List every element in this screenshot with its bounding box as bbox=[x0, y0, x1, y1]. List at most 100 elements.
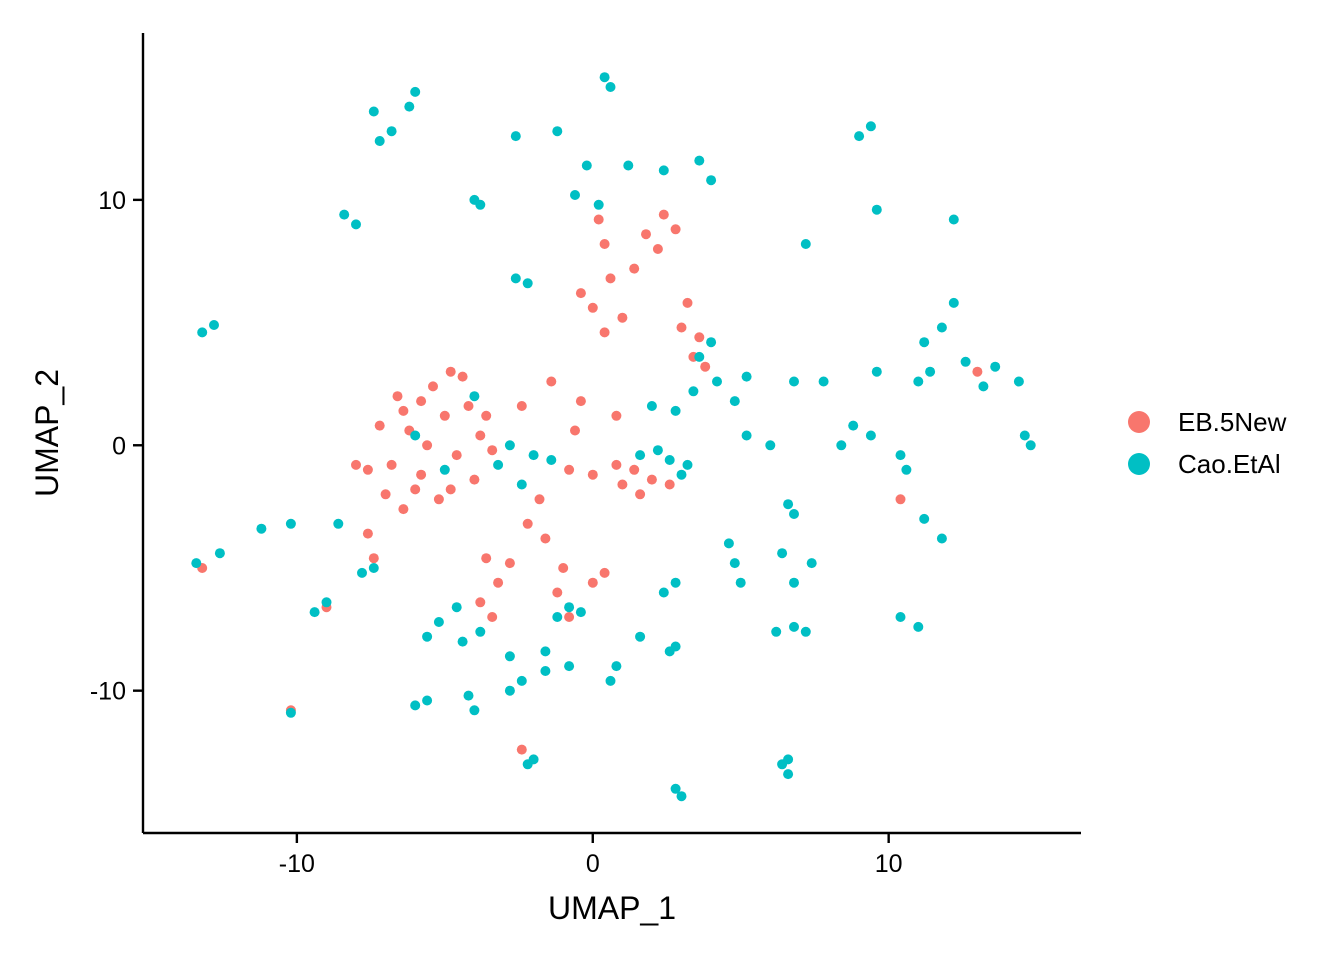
point-eb5new-10 bbox=[475, 430, 486, 441]
point-caoetal-126 bbox=[439, 464, 450, 475]
point-eb5new-4 bbox=[451, 450, 462, 461]
point-eb5new-61 bbox=[534, 494, 545, 505]
point-caoetal-33 bbox=[670, 405, 681, 416]
point-caoetal-7 bbox=[510, 131, 521, 142]
point-caoetal-44 bbox=[990, 361, 1001, 372]
point-eb5new-39 bbox=[587, 577, 598, 588]
point-caoetal-46 bbox=[978, 381, 989, 392]
point-eb5new-70 bbox=[516, 744, 527, 755]
point-caoetal-100 bbox=[433, 617, 444, 627]
point-caoetal-122 bbox=[564, 602, 575, 613]
point-eb5new-49 bbox=[658, 209, 669, 220]
point-caoetal-70 bbox=[191, 558, 202, 569]
point-eb5new-71 bbox=[895, 494, 906, 505]
point-caoetal-5 bbox=[599, 72, 610, 83]
point-caoetal-69 bbox=[333, 518, 344, 529]
point-caoetal-63 bbox=[528, 450, 539, 461]
point-caoetal-26 bbox=[800, 239, 811, 249]
point-caoetal-95 bbox=[895, 612, 906, 622]
point-eb5new-47 bbox=[599, 327, 610, 338]
point-caoetal-107 bbox=[564, 661, 575, 672]
point-eb5new-7 bbox=[445, 366, 456, 377]
point-caoetal-42 bbox=[913, 376, 924, 387]
point-caoetal-55 bbox=[1019, 430, 1030, 441]
point-eb5new-16 bbox=[469, 474, 480, 485]
point-caoetal-72 bbox=[309, 607, 320, 618]
point-caoetal-34 bbox=[741, 371, 752, 382]
point-caoetal-83 bbox=[729, 558, 740, 569]
point-caoetal-45 bbox=[1013, 376, 1024, 387]
point-eb5new-5 bbox=[463, 401, 474, 411]
point-caoetal-74 bbox=[368, 563, 379, 573]
point-caoetal-47 bbox=[919, 337, 930, 348]
point-eb5new-15 bbox=[392, 391, 403, 402]
point-caoetal-25 bbox=[209, 320, 219, 330]
point-caoetal-104 bbox=[504, 685, 515, 696]
point-caoetal-1 bbox=[368, 106, 379, 117]
x-tick-label: -10 bbox=[279, 850, 315, 878]
point-caoetal-20 bbox=[339, 209, 350, 220]
point-caoetal-62 bbox=[504, 440, 515, 451]
point-eb5new-13 bbox=[362, 464, 373, 475]
y-tick-label: 0 bbox=[112, 432, 126, 460]
point-eb5new-24 bbox=[487, 445, 498, 456]
point-caoetal-101 bbox=[504, 651, 515, 662]
point-caoetal-57 bbox=[664, 455, 675, 465]
point-caoetal-60 bbox=[682, 459, 693, 470]
point-eb5new-52 bbox=[682, 297, 693, 308]
point-eb5new-27 bbox=[587, 469, 598, 480]
point-eb5new-57 bbox=[516, 401, 527, 411]
point-caoetal-24 bbox=[197, 327, 208, 338]
point-eb5new-17 bbox=[422, 440, 433, 451]
point-caoetal-4 bbox=[410, 86, 421, 97]
point-caoetal-124 bbox=[605, 675, 616, 686]
point-caoetal-96 bbox=[913, 621, 924, 632]
point-caoetal-16 bbox=[854, 131, 865, 142]
point-eb5new-68 bbox=[593, 214, 604, 225]
point-eb5new-34 bbox=[493, 577, 504, 588]
point-caoetal-41 bbox=[925, 366, 936, 377]
point-caoetal-37 bbox=[646, 401, 657, 411]
point-eb5new-66 bbox=[362, 528, 373, 539]
point-eb5new-44 bbox=[617, 312, 628, 323]
point-caoetal-88 bbox=[789, 577, 799, 588]
point-caoetal-23 bbox=[522, 278, 533, 289]
point-caoetal-71 bbox=[214, 548, 225, 559]
point-eb5new-59 bbox=[570, 425, 580, 436]
point-eb5new-6 bbox=[428, 381, 438, 392]
point-caoetal-108 bbox=[422, 695, 433, 706]
point-eb5new-64 bbox=[575, 396, 586, 407]
point-caoetal-8 bbox=[552, 126, 563, 137]
point-eb5new-63 bbox=[540, 533, 551, 544]
point-caoetal-15 bbox=[593, 199, 604, 210]
point-eb5new-40 bbox=[564, 612, 575, 622]
point-caoetal-125 bbox=[410, 430, 421, 441]
point-caoetal-11 bbox=[658, 165, 669, 176]
legend-label-1: Cao.EtAl bbox=[1178, 449, 1281, 479]
point-caoetal-65 bbox=[493, 459, 504, 470]
point-caoetal-106 bbox=[540, 646, 551, 657]
point-caoetal-89 bbox=[789, 621, 799, 632]
point-caoetal-35 bbox=[789, 376, 799, 387]
point-caoetal-110 bbox=[469, 705, 480, 716]
point-eb5new-23 bbox=[445, 484, 456, 495]
point-caoetal-119 bbox=[285, 707, 296, 718]
legend-label-0: EB.5New bbox=[1178, 407, 1287, 437]
point-caoetal-98 bbox=[457, 636, 468, 647]
point-eb5new-41 bbox=[599, 567, 610, 578]
point-eb5new-53 bbox=[694, 332, 705, 343]
point-caoetal-6 bbox=[605, 82, 616, 92]
point-eb5new-25 bbox=[617, 479, 628, 490]
point-eb5new-33 bbox=[481, 553, 492, 564]
point-caoetal-123 bbox=[611, 661, 622, 672]
point-eb5new-28 bbox=[635, 489, 646, 500]
point-caoetal-36 bbox=[818, 376, 829, 387]
point-caoetal-90 bbox=[800, 626, 811, 637]
point-eb5new-20 bbox=[457, 371, 468, 382]
point-eb5new-69 bbox=[629, 263, 640, 274]
point-eb5new-26 bbox=[646, 474, 657, 485]
point-caoetal-19 bbox=[475, 199, 486, 210]
point-caoetal-12 bbox=[694, 155, 705, 166]
point-eb5new-60 bbox=[611, 410, 622, 421]
point-eb5new-19 bbox=[380, 489, 391, 500]
